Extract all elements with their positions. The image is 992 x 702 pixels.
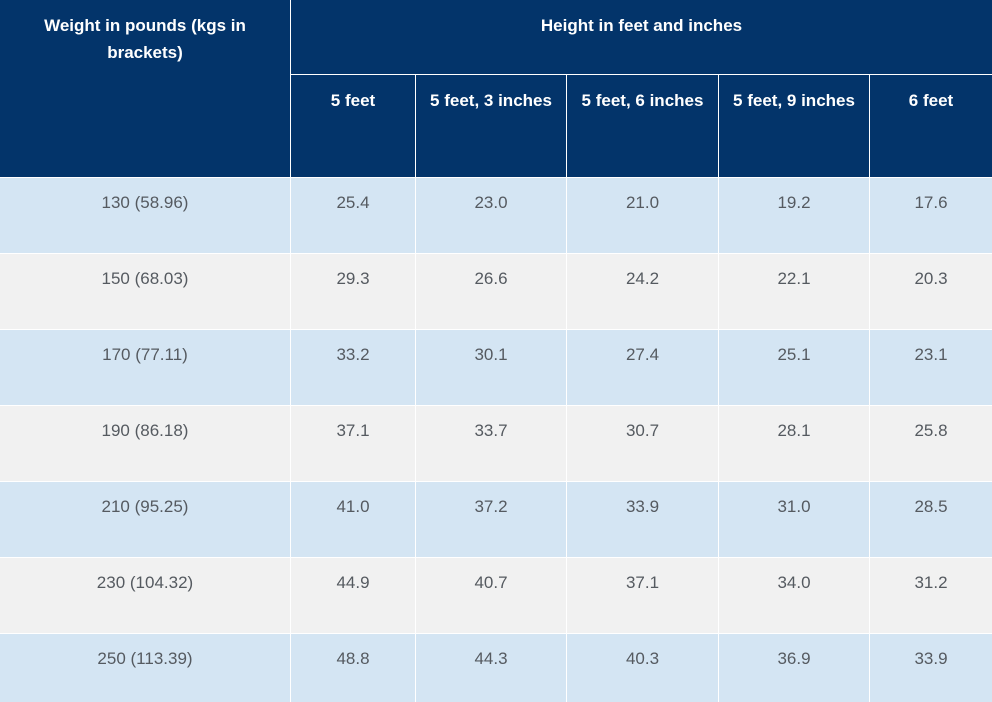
value-cell: 28.5 bbox=[870, 481, 992, 557]
value-cell: 34.0 bbox=[719, 557, 870, 633]
value-cell: 37.1 bbox=[291, 405, 416, 481]
value-cell: 29.3 bbox=[291, 253, 416, 329]
table-header: Weight in pounds (kgs in brackets) Heigh… bbox=[0, 0, 992, 177]
value-cell: 22.1 bbox=[719, 253, 870, 329]
weight-column-header: Weight in pounds (kgs in brackets) bbox=[0, 0, 291, 177]
header-row-heights: 5 feet 5 feet, 3 inches 5 feet, 6 inches… bbox=[0, 75, 992, 177]
value-cell: 33.9 bbox=[567, 481, 719, 557]
value-cell: 37.2 bbox=[416, 481, 567, 557]
value-cell: 21.0 bbox=[567, 177, 719, 253]
height-header-5ft-3in: 5 feet, 3 inches bbox=[416, 75, 567, 177]
value-cell: 27.4 bbox=[567, 329, 719, 405]
weight-cell: 250 (113.39) bbox=[0, 633, 291, 702]
height-header-6ft: 6 feet bbox=[870, 75, 992, 177]
table-row: 150 (68.03) 29.3 26.6 24.2 22.1 20.3 bbox=[0, 253, 992, 329]
table-row: 250 (113.39) 48.8 44.3 40.3 36.9 33.9 bbox=[0, 633, 992, 702]
height-header-5ft-9in: 5 feet, 9 inches bbox=[719, 75, 870, 177]
table-row: 170 (77.11) 33.2 30.1 27.4 25.1 23.1 bbox=[0, 329, 992, 405]
value-cell: 30.1 bbox=[416, 329, 567, 405]
value-cell: 24.2 bbox=[567, 253, 719, 329]
weight-cell: 210 (95.25) bbox=[0, 481, 291, 557]
value-cell: 31.0 bbox=[719, 481, 870, 557]
table-row: 210 (95.25) 41.0 37.2 33.9 31.0 28.5 bbox=[0, 481, 992, 557]
value-cell: 33.7 bbox=[416, 405, 567, 481]
value-cell: 19.2 bbox=[719, 177, 870, 253]
height-group-header: Height in feet and inches bbox=[291, 0, 992, 75]
value-cell: 41.0 bbox=[291, 481, 416, 557]
table-body: 130 (58.96) 25.4 23.0 21.0 19.2 17.6 150… bbox=[0, 177, 992, 702]
value-cell: 44.9 bbox=[291, 557, 416, 633]
height-header-5ft-6in: 5 feet, 6 inches bbox=[567, 75, 719, 177]
table-row: 230 (104.32) 44.9 40.7 37.1 34.0 31.2 bbox=[0, 557, 992, 633]
value-cell: 25.1 bbox=[719, 329, 870, 405]
value-cell: 33.9 bbox=[870, 633, 992, 702]
header-row-top: Weight in pounds (kgs in brackets) Heigh… bbox=[0, 0, 992, 177]
value-cell: 25.4 bbox=[291, 177, 416, 253]
value-cell: 44.3 bbox=[416, 633, 567, 702]
value-cell: 17.6 bbox=[870, 177, 992, 253]
value-cell: 26.6 bbox=[416, 253, 567, 329]
value-cell: 23.1 bbox=[870, 329, 992, 405]
value-cell: 31.2 bbox=[870, 557, 992, 633]
table-row: 190 (86.18) 37.1 33.7 30.7 28.1 25.8 bbox=[0, 405, 992, 481]
value-cell: 40.7 bbox=[416, 557, 567, 633]
weight-cell: 190 (86.18) bbox=[0, 405, 291, 481]
value-cell: 48.8 bbox=[291, 633, 416, 702]
weight-cell: 230 (104.32) bbox=[0, 557, 291, 633]
weight-cell: 170 (77.11) bbox=[0, 329, 291, 405]
value-cell: 40.3 bbox=[567, 633, 719, 702]
height-header-5ft: 5 feet bbox=[291, 75, 416, 177]
value-cell: 28.1 bbox=[719, 405, 870, 481]
value-cell: 20.3 bbox=[870, 253, 992, 329]
value-cell: 23.0 bbox=[416, 177, 567, 253]
weight-cell: 130 (58.96) bbox=[0, 177, 291, 253]
value-cell: 36.9 bbox=[719, 633, 870, 702]
value-cell: 33.2 bbox=[291, 329, 416, 405]
table-row: 130 (58.96) 25.4 23.0 21.0 19.2 17.6 bbox=[0, 177, 992, 253]
value-cell: 25.8 bbox=[870, 405, 992, 481]
value-cell: 30.7 bbox=[567, 405, 719, 481]
value-cell: 37.1 bbox=[567, 557, 719, 633]
weight-cell: 150 (68.03) bbox=[0, 253, 291, 329]
